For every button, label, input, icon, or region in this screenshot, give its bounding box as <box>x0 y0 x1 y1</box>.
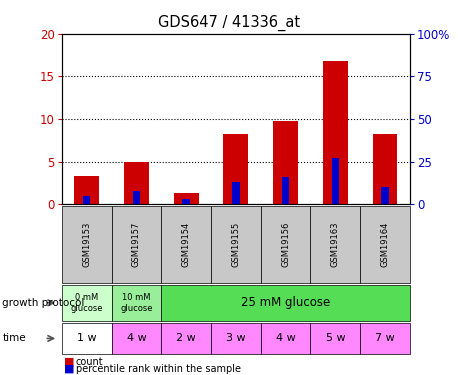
Text: GSM19156: GSM19156 <box>281 222 290 267</box>
Text: GSM19153: GSM19153 <box>82 222 91 267</box>
Bar <box>174 193 199 204</box>
Text: 4 w: 4 w <box>276 333 295 344</box>
Bar <box>74 176 99 204</box>
Bar <box>332 158 339 204</box>
Text: 2 w: 2 w <box>176 333 196 344</box>
Text: percentile rank within the sample: percentile rank within the sample <box>76 363 240 374</box>
Bar <box>124 162 149 204</box>
Text: time: time <box>2 333 26 344</box>
Text: 0 mM
glucose: 0 mM glucose <box>71 293 103 312</box>
Text: 7 w: 7 w <box>375 333 395 344</box>
Text: 5 w: 5 w <box>326 333 345 344</box>
Bar <box>323 61 348 204</box>
Text: GSM19157: GSM19157 <box>132 222 141 267</box>
Text: ■: ■ <box>64 357 75 367</box>
Text: GSM19164: GSM19164 <box>381 222 390 267</box>
Text: 3 w: 3 w <box>226 333 245 344</box>
Bar <box>373 134 398 204</box>
Text: GSM19163: GSM19163 <box>331 222 340 267</box>
Text: GSM19154: GSM19154 <box>182 222 191 267</box>
Text: count: count <box>76 357 103 367</box>
Text: 1 w: 1 w <box>77 333 97 344</box>
Text: GSM19155: GSM19155 <box>231 222 240 267</box>
Text: growth protocol: growth protocol <box>2 298 85 308</box>
Text: 4 w: 4 w <box>126 333 146 344</box>
Bar <box>382 188 389 204</box>
Text: GDS647 / 41336_at: GDS647 / 41336_at <box>158 15 300 31</box>
Bar <box>83 196 90 204</box>
Bar <box>232 182 240 204</box>
Bar <box>224 134 248 204</box>
Bar <box>273 121 298 204</box>
Bar <box>133 191 140 204</box>
Text: 25 mM glucose: 25 mM glucose <box>241 296 330 309</box>
Bar <box>182 199 190 204</box>
Bar <box>282 177 289 204</box>
Text: ■: ■ <box>64 363 75 374</box>
Text: 10 mM
glucose: 10 mM glucose <box>120 293 153 312</box>
